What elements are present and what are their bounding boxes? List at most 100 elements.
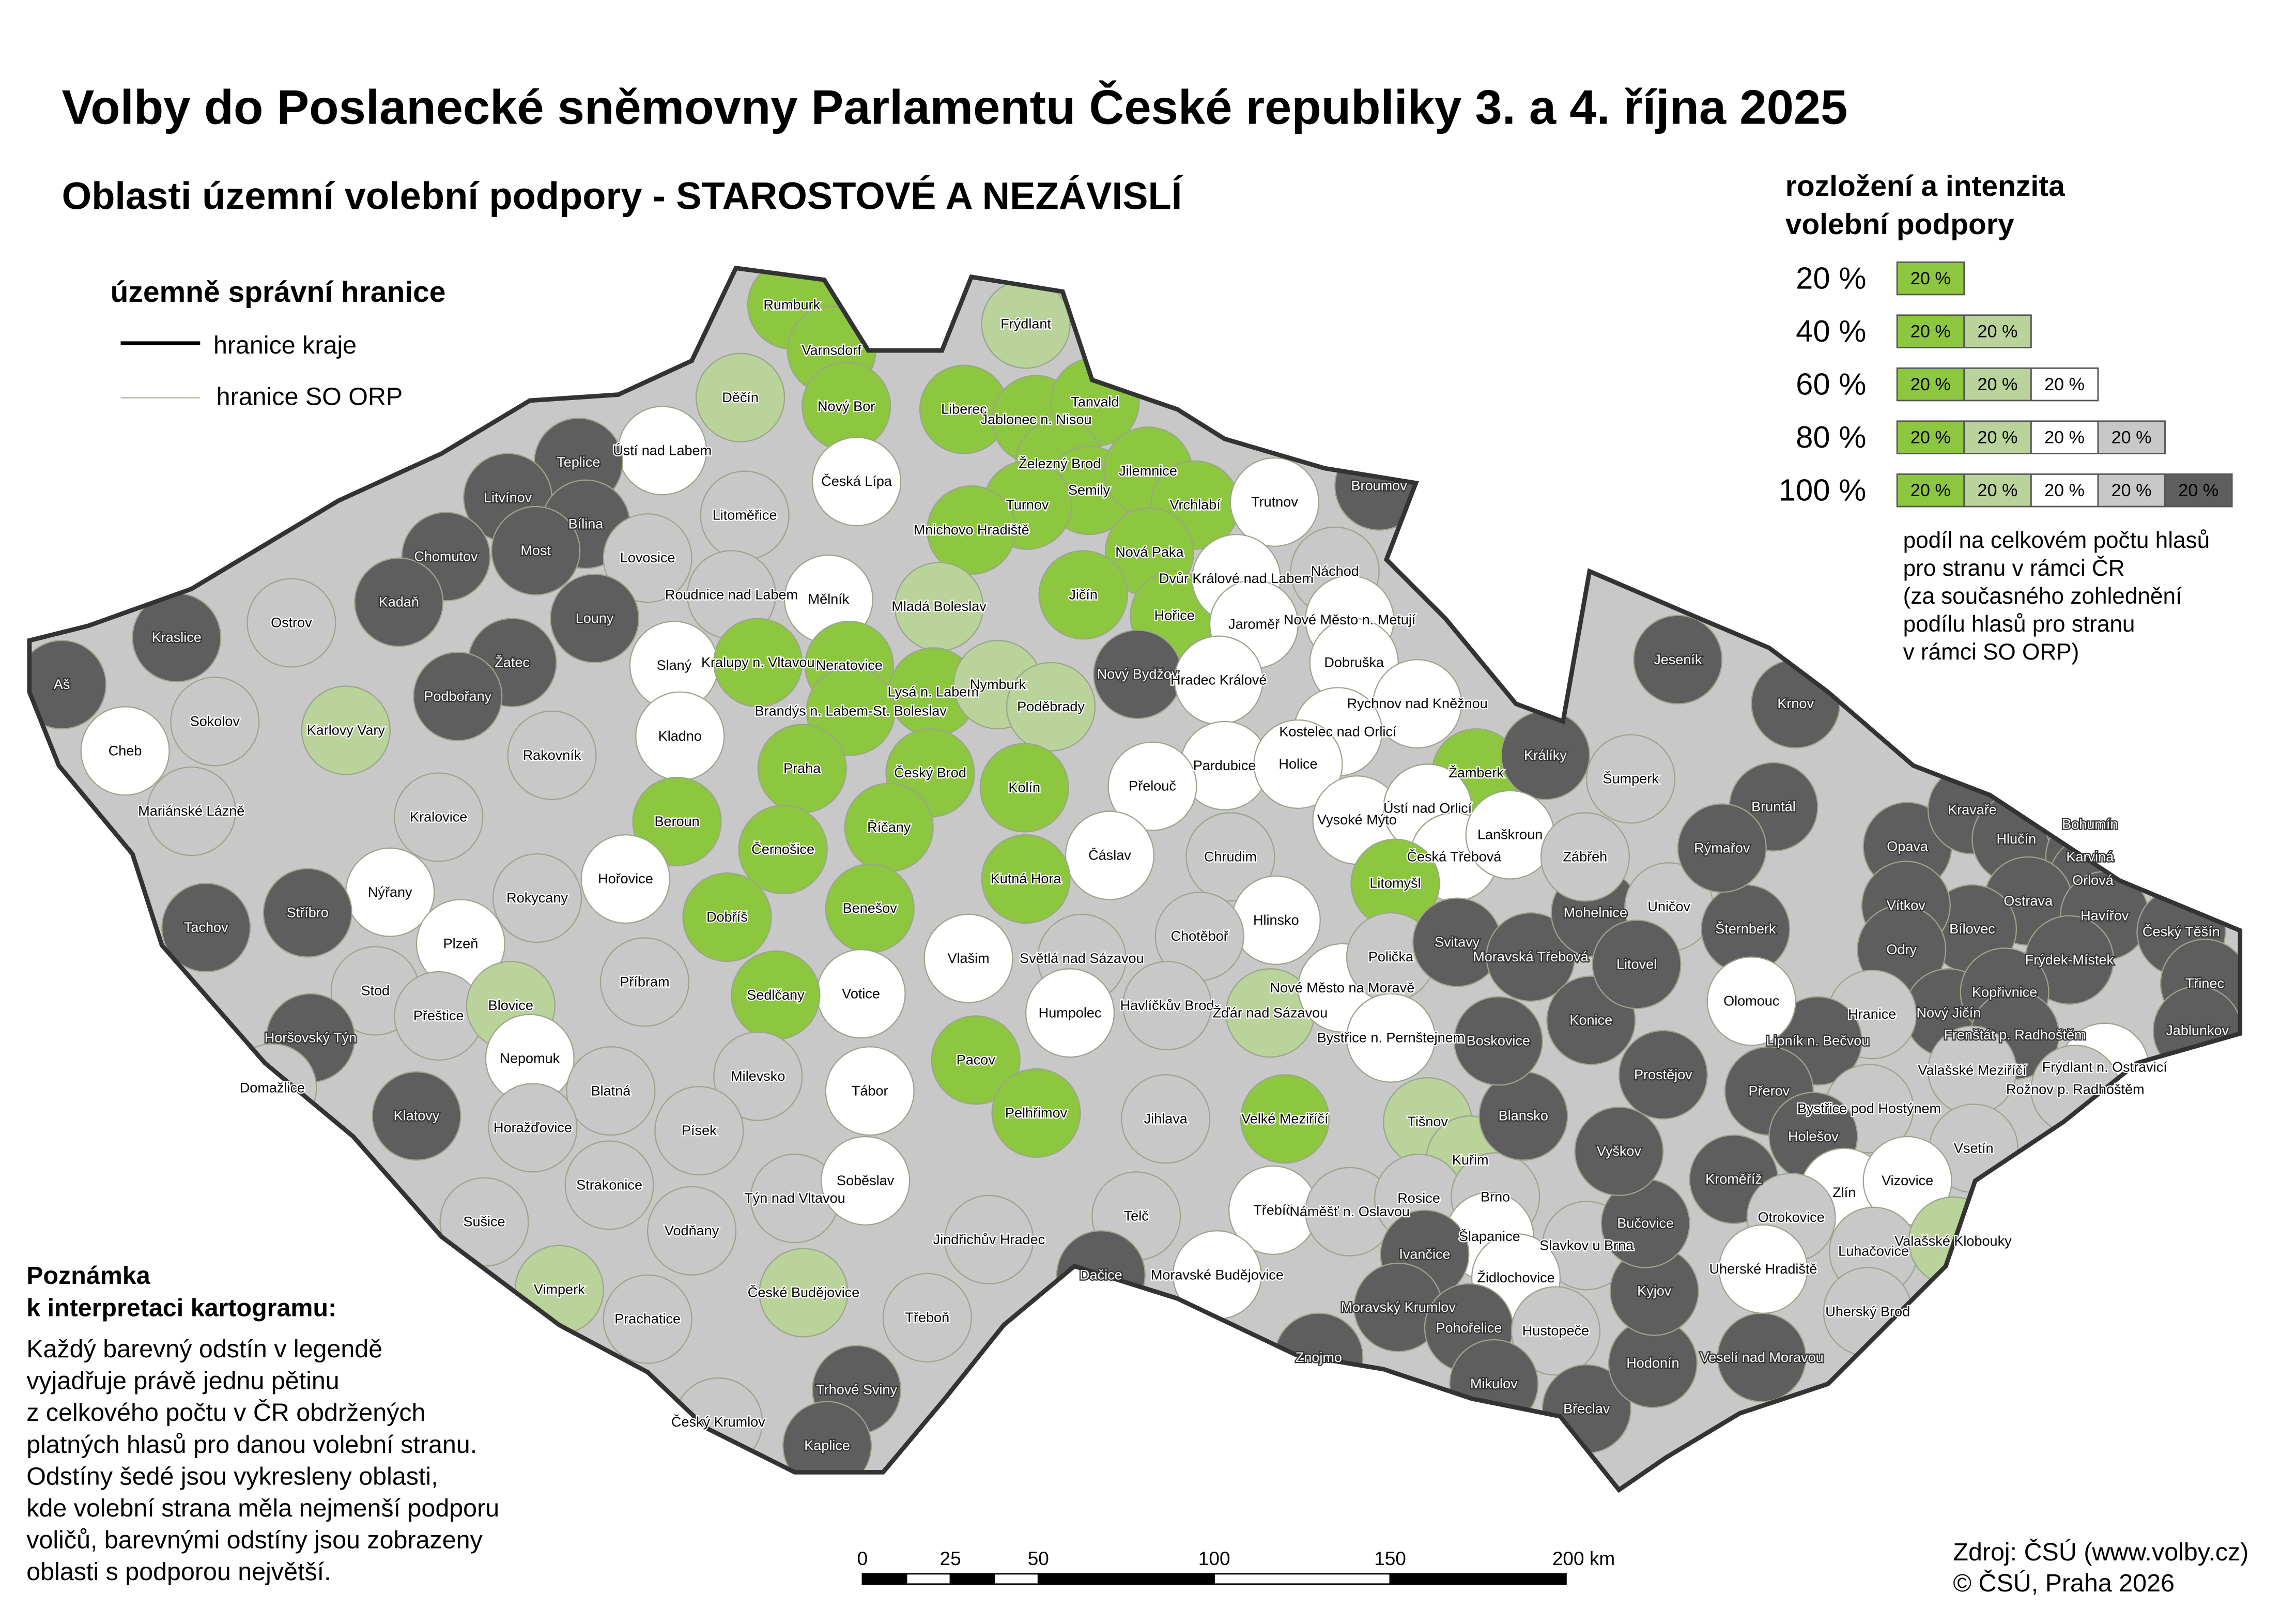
- orp-label: Kadaň: [379, 594, 419, 610]
- legend-swatch-class-1: [1896, 367, 1965, 402]
- orp-region-rakovnik[interactable]: [507, 710, 597, 800]
- orp-region-chrudim[interactable]: [1185, 812, 1275, 902]
- orp-region-prachatice[interactable]: [603, 1274, 692, 1364]
- orp-region-rychnov-nad-kneznou[interactable]: [1373, 659, 1462, 749]
- orp-label: Most: [520, 543, 551, 558]
- orp-region-prostejov[interactable]: [1618, 1030, 1708, 1120]
- legend-cell-label: 20 %: [2178, 481, 2218, 500]
- orp-region-cheb[interactable]: [80, 706, 170, 796]
- orp-region-pelhrimov[interactable]: [991, 1068, 1081, 1158]
- orp-region-beroun[interactable]: [632, 776, 722, 867]
- legend-swatch-class-2: [1963, 367, 2032, 402]
- orp-region-havlickuv-brod[interactable]: [1122, 960, 1212, 1051]
- orp-label: Jablunkov: [2166, 1022, 2229, 1038]
- orp-region-humpolec[interactable]: [1025, 968, 1115, 1058]
- orp-region-holice[interactable]: [1253, 719, 1343, 809]
- orp-region-kutna-hora[interactable]: [981, 834, 1071, 924]
- orp-label: Kostelec nad Orlicí: [1279, 724, 1396, 739]
- orp-region-olomouc[interactable]: [1706, 956, 1796, 1046]
- orp-label: Jindřichův Hradec: [933, 1232, 1045, 1247]
- orp-region-podborany[interactable]: [413, 651, 503, 742]
- orp-region-caslav[interactable]: [1065, 810, 1155, 900]
- orp-label: Vlašim: [947, 951, 989, 966]
- orp-region-kralupy-n-vltavou[interactable]: [713, 618, 803, 708]
- orp-region-ostrov[interactable]: [246, 578, 336, 668]
- orp-region-blatna[interactable]: [566, 1046, 656, 1136]
- orp-region-zabreh[interactable]: [1540, 812, 1630, 902]
- orp-region-velke-mezirici[interactable]: [1240, 1074, 1330, 1164]
- orp-region-sumperk[interactable]: [1586, 734, 1676, 824]
- orp-region-sokolov[interactable]: [170, 677, 260, 767]
- orp-region-jindrichuv-hradec[interactable]: [944, 1194, 1034, 1284]
- orp-region-rokycany[interactable]: [492, 853, 582, 943]
- orp-region-horazdovice[interactable]: [488, 1083, 578, 1173]
- orp-region-litovel[interactable]: [1592, 920, 1682, 1009]
- orp-region-decin[interactable]: [696, 353, 785, 442]
- orp-region-pisek[interactable]: [654, 1086, 744, 1176]
- orp-region-sobeslav[interactable]: [821, 1136, 911, 1226]
- orp-region-pacov[interactable]: [931, 1015, 1021, 1105]
- orp-region-cernosice[interactable]: [738, 805, 828, 895]
- orp-region-mnichovo-hradiste[interactable]: [927, 485, 1016, 575]
- orp-region-vlasim[interactable]: [923, 913, 1013, 1003]
- orp-region-hustopece[interactable]: [1511, 1286, 1600, 1376]
- note-line: platných hlasů pro danou volební stranu.: [26, 1431, 477, 1459]
- orp-label: Horažďovice: [494, 1120, 572, 1135]
- orp-region-kadan[interactable]: [354, 557, 444, 647]
- orp-region-ceske-budejovice[interactable]: [759, 1248, 849, 1338]
- orp-label: Prostějov: [1634, 1067, 1692, 1082]
- orp-region-karlovy-vary[interactable]: [301, 685, 391, 775]
- orp-region-ceska-lipa[interactable]: [811, 437, 902, 527]
- orp-region-stribro[interactable]: [263, 868, 352, 958]
- orp-region-jihlava[interactable]: [1121, 1074, 1211, 1164]
- orp-region-most[interactable]: [491, 505, 581, 596]
- orp-region-marianske-lazne[interactable]: [146, 766, 236, 856]
- orp-region-jesenik[interactable]: [1633, 615, 1723, 704]
- orp-label: Frenštát p. Radhoštěm: [1944, 1027, 2086, 1043]
- note-line: kde volební strana měla nejmenší podporu: [26, 1494, 499, 1522]
- orp-region-louny[interactable]: [550, 573, 640, 664]
- orp-region-pribram[interactable]: [599, 937, 690, 1027]
- orp-region-vodnany[interactable]: [647, 1186, 737, 1276]
- orp-region-as[interactable]: [18, 640, 107, 730]
- orp-region-jicin[interactable]: [1038, 550, 1128, 640]
- orp-region-kralovice[interactable]: [394, 772, 484, 862]
- orp-region-strakonice[interactable]: [564, 1140, 654, 1230]
- orp-region-trebon[interactable]: [882, 1273, 972, 1362]
- orp-region-vyskov[interactable]: [1574, 1106, 1664, 1197]
- orp-region-bystrice-n-pernstejnem[interactable]: [1346, 993, 1436, 1083]
- orp-region-lovosice[interactable]: [603, 513, 692, 603]
- orp-region-rymarov[interactable]: [1677, 803, 1767, 893]
- orp-region-prelouc[interactable]: [1107, 741, 1197, 831]
- orp-label: Pardubice: [1193, 758, 1256, 773]
- legend-row-label: 80 %: [1796, 420, 1866, 454]
- orp-region-klatovy[interactable]: [372, 1071, 461, 1161]
- orp-label: Krnov: [1777, 696, 1814, 711]
- orp-label: Zábřeh: [1563, 849, 1608, 864]
- orp-region-horovice[interactable]: [580, 834, 671, 924]
- orp-label: Uherské Hradiště: [1709, 1261, 1817, 1277]
- orp-label: Ostrov: [271, 615, 312, 631]
- orp-region-boskovice[interactable]: [1453, 996, 1543, 1086]
- orp-label: Nymburk: [970, 677, 1026, 692]
- orp-label: Milevsko: [731, 1068, 785, 1084]
- note-line: voličů, barevnými odstíny jsou zobrazeny: [26, 1526, 483, 1554]
- orp-region-moravska-trebova[interactable]: [1486, 912, 1576, 1002]
- legend-cell-label: 20 %: [2112, 428, 2152, 448]
- orp-region-milevsko[interactable]: [713, 1031, 803, 1121]
- orp-region-podebrady[interactable]: [1006, 662, 1096, 752]
- orp-label: Cheb: [109, 743, 142, 758]
- orp-region-dobris[interactable]: [682, 872, 772, 962]
- orp-label: Kralovice: [410, 809, 467, 825]
- orp-region-kaplice[interactable]: [782, 1401, 872, 1490]
- orp-region-uherske-hradiste[interactable]: [1718, 1224, 1808, 1314]
- legend-row-label: 20 %: [1796, 261, 1866, 296]
- orp-region-kolin[interactable]: [979, 743, 1069, 833]
- orp-label: Otrokovice: [1758, 1209, 1824, 1225]
- scale-bar-tick: 150: [1374, 1548, 1406, 1569]
- orp-region-tabor[interactable]: [825, 1046, 915, 1136]
- orp-region-trutnov[interactable]: [1229, 457, 1320, 547]
- orp-region-tachov[interactable]: [161, 882, 251, 973]
- orp-label: Valašské Meziříčí: [1918, 1062, 2026, 1078]
- scale-bar-tick: 200 km: [1552, 1548, 1615, 1569]
